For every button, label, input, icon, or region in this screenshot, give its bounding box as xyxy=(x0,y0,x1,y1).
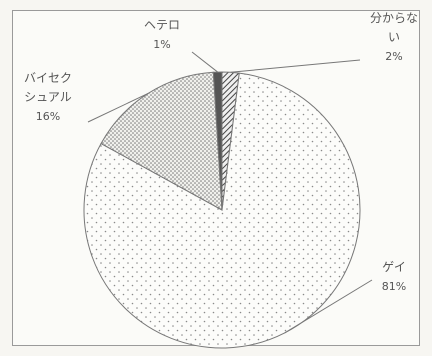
slice-category-label: ヘテロ xyxy=(144,18,180,32)
slice-label: 分からない 2% xyxy=(370,11,418,63)
leader-line xyxy=(284,279,373,334)
leader-line xyxy=(87,93,149,123)
slice-category-label: シュアル xyxy=(24,90,72,104)
slice-value-label: 81% xyxy=(382,280,406,293)
slice-value-label: 16% xyxy=(36,110,60,123)
slice-category-label: ゲイ xyxy=(382,260,406,274)
leader-line xyxy=(230,59,361,73)
leader-line xyxy=(191,51,218,73)
pie-slice xyxy=(212,71,223,211)
slice-label: ゲイ 81% xyxy=(382,260,406,293)
slice-value-label: 1% xyxy=(153,38,170,51)
slice-category-label: い xyxy=(388,30,400,44)
slice-label: バイセクシュアル 16% xyxy=(24,71,72,123)
slice-category-label: バイセク xyxy=(24,71,72,85)
slice-value-label: 2% xyxy=(385,50,402,63)
pie-slice xyxy=(100,71,223,211)
slice-category-label: 分からな xyxy=(370,11,418,25)
slice-label: ヘテロ 1% xyxy=(144,18,180,51)
